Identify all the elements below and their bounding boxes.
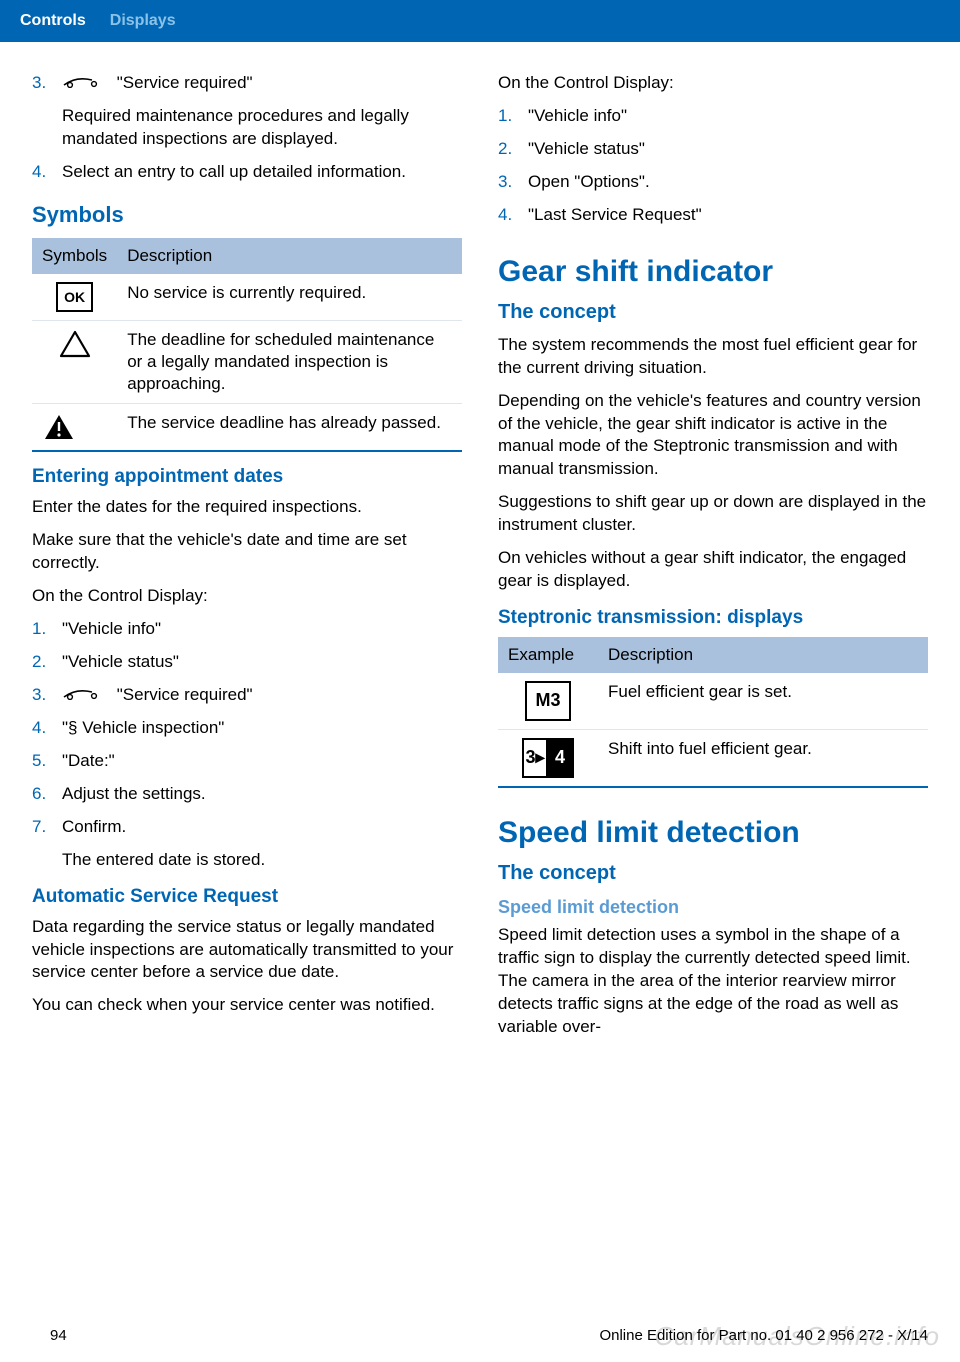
item-text: Select an entry to call up detailed info…	[62, 161, 462, 184]
section-heading-steptronic: Steptronic transmission: displays	[498, 607, 928, 629]
list-item: 2. "Vehicle status"	[32, 651, 462, 674]
item-description: Required maintenance procedures and lega…	[62, 105, 462, 151]
table-header-row: Example Description	[498, 637, 928, 673]
service-icon	[62, 72, 106, 95]
list-item: 6. Adjust the settings.	[32, 783, 462, 806]
item-number: 5.	[32, 750, 50, 773]
paragraph: Speed limit detection uses a symbol in t…	[498, 924, 928, 1039]
item-number: 4.	[32, 717, 50, 740]
section-heading-speed: Speed limit detection	[498, 816, 928, 850]
paragraph: Enter the dates for the required inspect…	[32, 496, 462, 519]
item-number: 4.	[32, 161, 50, 184]
item-text: "Vehicle info"	[62, 618, 462, 641]
list-item: 7. Confirm.	[32, 816, 462, 839]
item-text: "Vehicle info"	[528, 105, 928, 128]
paragraph: You can check when your service center w…	[32, 994, 462, 1017]
table-row: The service deadline has already passed.	[32, 404, 462, 452]
item-text: "Service required"	[117, 685, 253, 704]
cell-text: The service deadline has already passed.	[117, 404, 462, 452]
section-heading-asr: Automatic Service Request	[32, 886, 462, 908]
item-number: 3.	[32, 72, 50, 95]
footer: 94 Online Edition for Part no. 01 40 2 9…	[0, 1327, 960, 1344]
item-label: "Service required"	[117, 73, 253, 92]
th-description: Description	[117, 238, 462, 274]
cell-text: The deadline for scheduled maintenance o…	[117, 320, 462, 403]
tab-controls[interactable]: Controls	[20, 12, 86, 30]
table-row: M3 Fuel efficient gear is set.	[498, 673, 928, 730]
list-item: 3. "Service required"	[32, 684, 462, 707]
header-bar: Controls Displays	[0, 0, 960, 42]
paragraph: The entered date is stored.	[62, 849, 462, 872]
table-row: OK No service is currently required.	[32, 274, 462, 321]
triangle-filled-icon	[32, 404, 117, 452]
left-column: 3. "Service required" Required maintenan…	[32, 72, 462, 1049]
cell-text: Fuel efficient gear is set.	[598, 673, 928, 730]
paragraph: On the Control Display:	[498, 72, 928, 95]
tab-displays[interactable]: Displays	[110, 12, 176, 30]
item-number: 1.	[32, 618, 50, 641]
table-header-row: Symbols Description	[32, 238, 462, 274]
subheading-speed-limit: Speed limit detection	[498, 897, 928, 918]
list-item: 1. "Vehicle info"	[498, 105, 928, 128]
service-icon	[62, 684, 106, 707]
item-number: 6.	[32, 783, 50, 806]
list-item: 5. "Date:"	[32, 750, 462, 773]
list-item: 3. "Service required"	[32, 72, 462, 95]
item-text: "§ Vehicle inspection"	[62, 717, 462, 740]
page-number: 94	[50, 1327, 67, 1344]
ok-icon: OK	[32, 274, 117, 321]
section-heading-gear: Gear shift indicator	[498, 255, 928, 289]
list-item: 4. Select an entry to call up detailed i…	[32, 161, 462, 184]
table-row: The deadline for scheduled maintenance o…	[32, 320, 462, 403]
steptronic-table: Example Description M3 Fuel efficient ge…	[498, 637, 928, 788]
paragraph: Data regarding the service status or leg…	[32, 916, 462, 985]
th-description: Description	[598, 637, 928, 673]
right-column: On the Control Display: 1. "Vehicle info…	[498, 72, 928, 1049]
item-text: "Vehicle status"	[528, 138, 928, 161]
item-number: 1.	[498, 105, 516, 128]
list-item: 3. Open "Options".	[498, 171, 928, 194]
item-text: "Last Service Request"	[528, 204, 928, 227]
section-heading-symbols: Symbols	[32, 202, 462, 228]
subheading-concept: The concept	[498, 862, 928, 885]
item-number: 3.	[498, 171, 516, 194]
symbols-table: Symbols Description OK No service is cur…	[32, 238, 462, 452]
item-text: Open "Options".	[528, 171, 928, 194]
list-item: 4. "§ Vehicle inspection"	[32, 717, 462, 740]
item-number: 2.	[32, 651, 50, 674]
page-content: 3. "Service required" Required maintenan…	[0, 42, 960, 1049]
item-text: Confirm.	[62, 816, 462, 839]
item-number: 7.	[32, 816, 50, 839]
list-item: 4. "Last Service Request"	[498, 204, 928, 227]
item-text: "Vehicle status"	[62, 651, 462, 674]
footer-text: Online Edition for Part no. 01 40 2 956 …	[599, 1327, 928, 1344]
table-row: 3▸4 Shift into fuel efficient gear.	[498, 730, 928, 788]
gear-shift-icon: 3▸4	[498, 730, 598, 788]
section-heading-appointment: Entering appointment dates	[32, 466, 462, 488]
item-text: Adjust the settings.	[62, 783, 462, 806]
paragraph: Make sure that the vehicle's date and ti…	[32, 529, 462, 575]
item-text: "Date:"	[62, 750, 462, 773]
triangle-outline-icon	[32, 320, 117, 403]
cell-text: Shift into fuel efficient gear.	[598, 730, 928, 788]
paragraph: The system recommends the most fuel effi…	[498, 334, 928, 380]
item-number: 3.	[32, 684, 50, 707]
cell-text: No service is currently required.	[117, 274, 462, 321]
item-number: 2.	[498, 138, 516, 161]
subheading-concept: The concept	[498, 301, 928, 324]
list-item: 2. "Vehicle status"	[498, 138, 928, 161]
gear-m3-icon: M3	[498, 673, 598, 730]
paragraph: Depending on the vehicle's features and …	[498, 390, 928, 482]
th-example: Example	[498, 637, 598, 673]
paragraph: On the Control Display:	[32, 585, 462, 608]
th-symbols: Symbols	[32, 238, 117, 274]
item-number: 4.	[498, 204, 516, 227]
paragraph: Suggestions to shift gear up or down are…	[498, 491, 928, 537]
list-item: 1. "Vehicle info"	[32, 618, 462, 641]
paragraph: On vehicles without a gear shift indicat…	[498, 547, 928, 593]
